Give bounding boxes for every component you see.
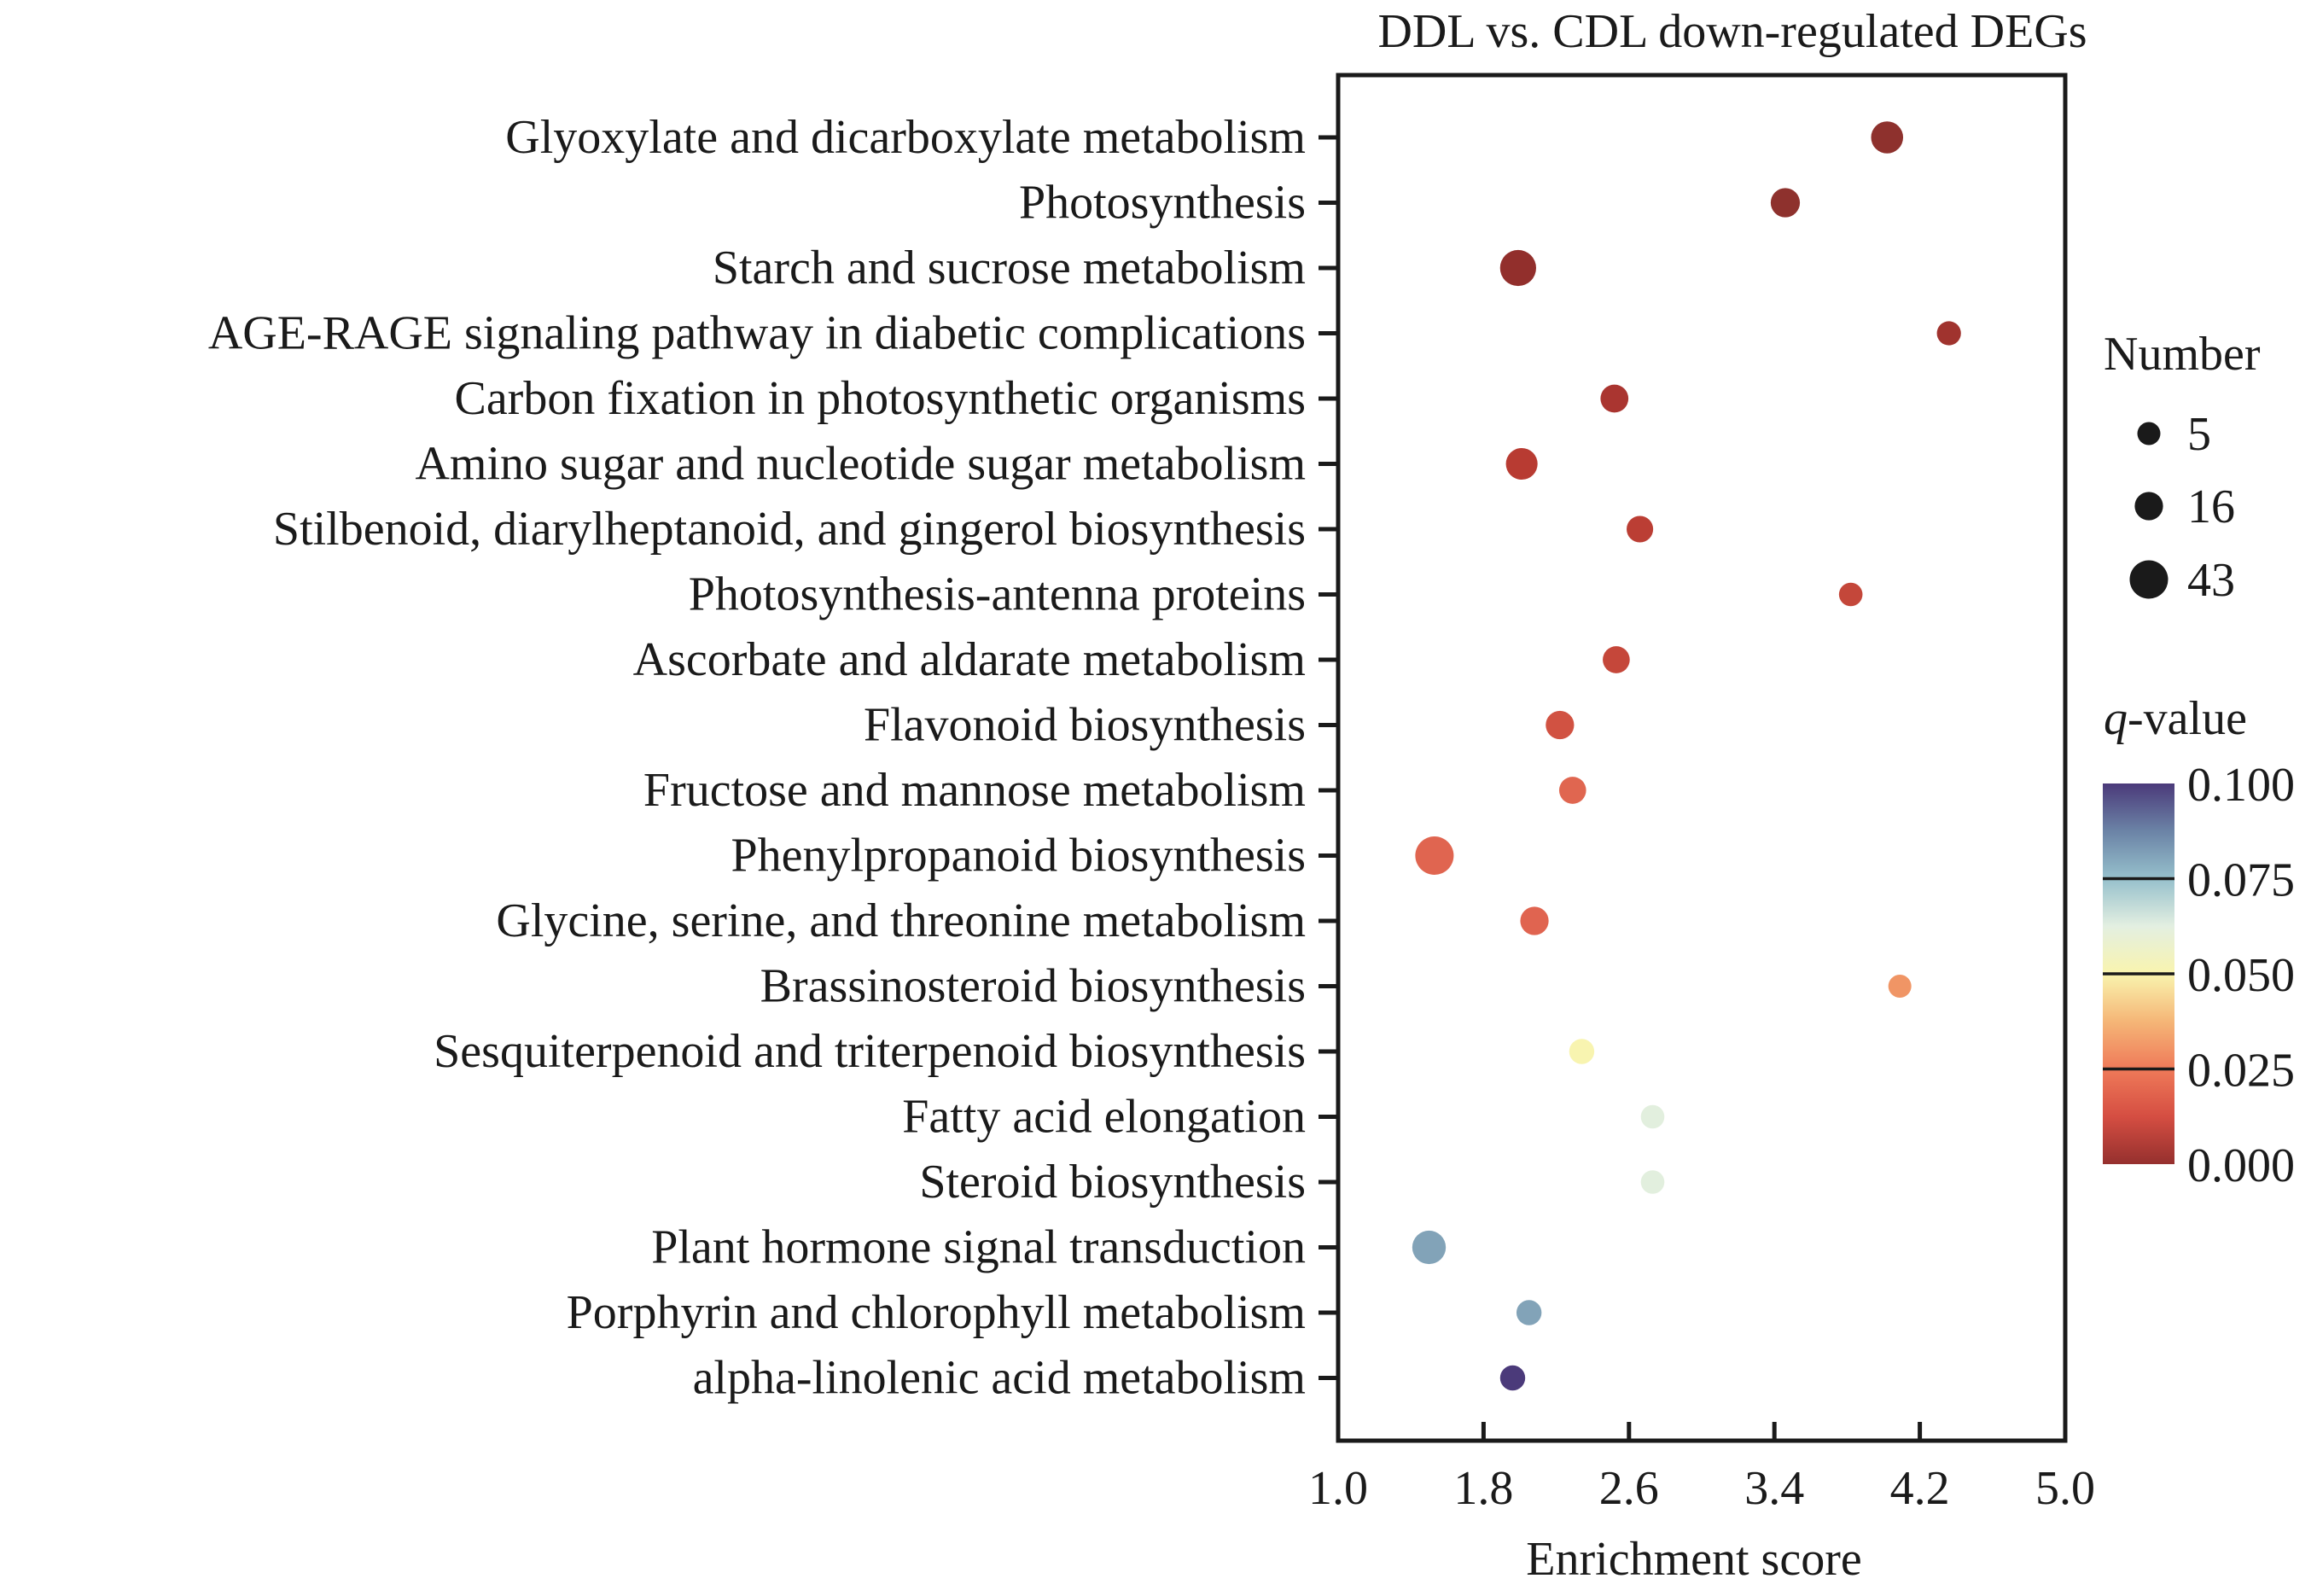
x-axis-tick-label: 4.2 (1890, 1462, 1950, 1515)
x-axis-tick-label: 1.0 (1308, 1462, 1368, 1515)
chart-title: DDL vs. CDL down-regulated DEGs (1377, 5, 2087, 58)
size-legend-label: 43 (2187, 554, 2235, 607)
x-axis-ticks (1481, 1422, 1923, 1441)
y-axis-label: Photosynthesis-antenna proteins (689, 568, 1306, 621)
size-legend: Number 5 16 43 (2104, 328, 2261, 607)
y-axis-label: Fructose and mannose metabolism (643, 764, 1306, 817)
size-legend-label: 5 (2187, 408, 2211, 461)
y-axis-labels: Glyoxylate and dicarboxylate metabolism P… (208, 111, 1306, 1405)
y-axis-label: Photosynthesis (1019, 177, 1306, 230)
data-point (1603, 646, 1630, 673)
x-axis-tick-labels: 1.0 1.8 2.6 3.4 4.2 5.0 (1308, 1462, 2095, 1515)
x-axis-tick-label: 5.0 (2035, 1462, 2095, 1515)
size-legend-marker (2137, 422, 2161, 446)
y-axis-label: Plant hormone signal transduction (651, 1221, 1306, 1274)
y-axis-ticks (1319, 135, 1338, 1380)
size-legend-title: Number (2104, 328, 2261, 381)
y-axis-label: Starch and sucrose metabolism (713, 242, 1306, 294)
y-axis-label: Flavonoid biosynthesis (864, 699, 1306, 752)
colorbar-tick-label: 0.050 (2187, 949, 2295, 1002)
y-axis-label: Porphyrin and chlorophyll metabolism (567, 1286, 1306, 1339)
y-axis-label: Ascorbate and aldarate metabolism (633, 633, 1306, 686)
colorbar-tick-label: 0.100 (2187, 759, 2295, 812)
x-axis-tick-label: 1.8 (1453, 1462, 1513, 1515)
x-axis-tick-label: 3.4 (1744, 1462, 1804, 1515)
data-point (1516, 1300, 1542, 1325)
data-point (1520, 906, 1549, 935)
color-legend-title: q-value (2104, 692, 2247, 745)
size-legend-marker (2134, 492, 2163, 521)
size-legend-marker (2129, 560, 2169, 599)
y-axis-label: Phenylpropanoid biosynthesis (731, 830, 1306, 882)
y-axis-label: Brassinosteroid biosynthesis (760, 960, 1306, 1013)
color-legend: q-value 0.100 0.075 0.050 0.025 0.000 (2103, 692, 2295, 1192)
y-axis-label: Fatty acid elongation (902, 1091, 1306, 1144)
data-point (1546, 710, 1575, 740)
data-points (1412, 121, 1961, 1391)
y-axis-label: Steroid biosynthesis (919, 1156, 1306, 1209)
data-point (1569, 1039, 1595, 1064)
data-point (1888, 975, 1912, 998)
data-point (1600, 384, 1629, 413)
data-point (1499, 1365, 1526, 1391)
size-legend-label: 16 (2187, 481, 2235, 533)
data-point (1499, 249, 1537, 287)
data-point (1640, 1104, 1665, 1129)
x-axis-tick-label: 2.6 (1599, 1462, 1659, 1515)
plot-frame (1336, 73, 2068, 1443)
y-axis-label: Amino sugar and nucleotide sugar metabol… (415, 438, 1306, 491)
x-axis-title: Enrichment score (1526, 1533, 1861, 1586)
y-axis-label: Sesquiterpenoid and triterpenoid biosynt… (434, 1025, 1306, 1078)
y-axis-label: alpha-linolenic acid metabolism (693, 1352, 1306, 1405)
data-point (1505, 447, 1538, 481)
data-point (1838, 582, 1863, 607)
data-point (1770, 188, 1801, 218)
data-point (1627, 515, 1654, 543)
y-axis-label: AGE-RAGE signaling pathway in diabetic c… (208, 307, 1306, 360)
colorbar-tick-label: 0.025 (2187, 1045, 2295, 1098)
data-point (1412, 1230, 1447, 1265)
y-axis-label: Carbon fixation in photosynthetic organi… (454, 372, 1306, 425)
data-point (1640, 1170, 1665, 1194)
colorbar-tick-label: 0.075 (2187, 854, 2295, 907)
color-legend-title-rest: -value (2128, 692, 2247, 745)
data-point (1558, 777, 1586, 804)
y-axis-label: Glyoxylate and dicarboxylate metabolism (505, 111, 1306, 164)
data-point (1871, 121, 1904, 154)
color-legend-title-italic: q (2104, 692, 2128, 745)
data-point (1415, 836, 1454, 875)
y-axis-label: Stilbenoid, diarylheptanoid, and gingero… (273, 503, 1306, 556)
y-axis-label: Glycine, serine, and threonine metabolis… (496, 894, 1306, 947)
data-point (1936, 321, 1961, 346)
colorbar-tick-label: 0.000 (2187, 1139, 2295, 1192)
